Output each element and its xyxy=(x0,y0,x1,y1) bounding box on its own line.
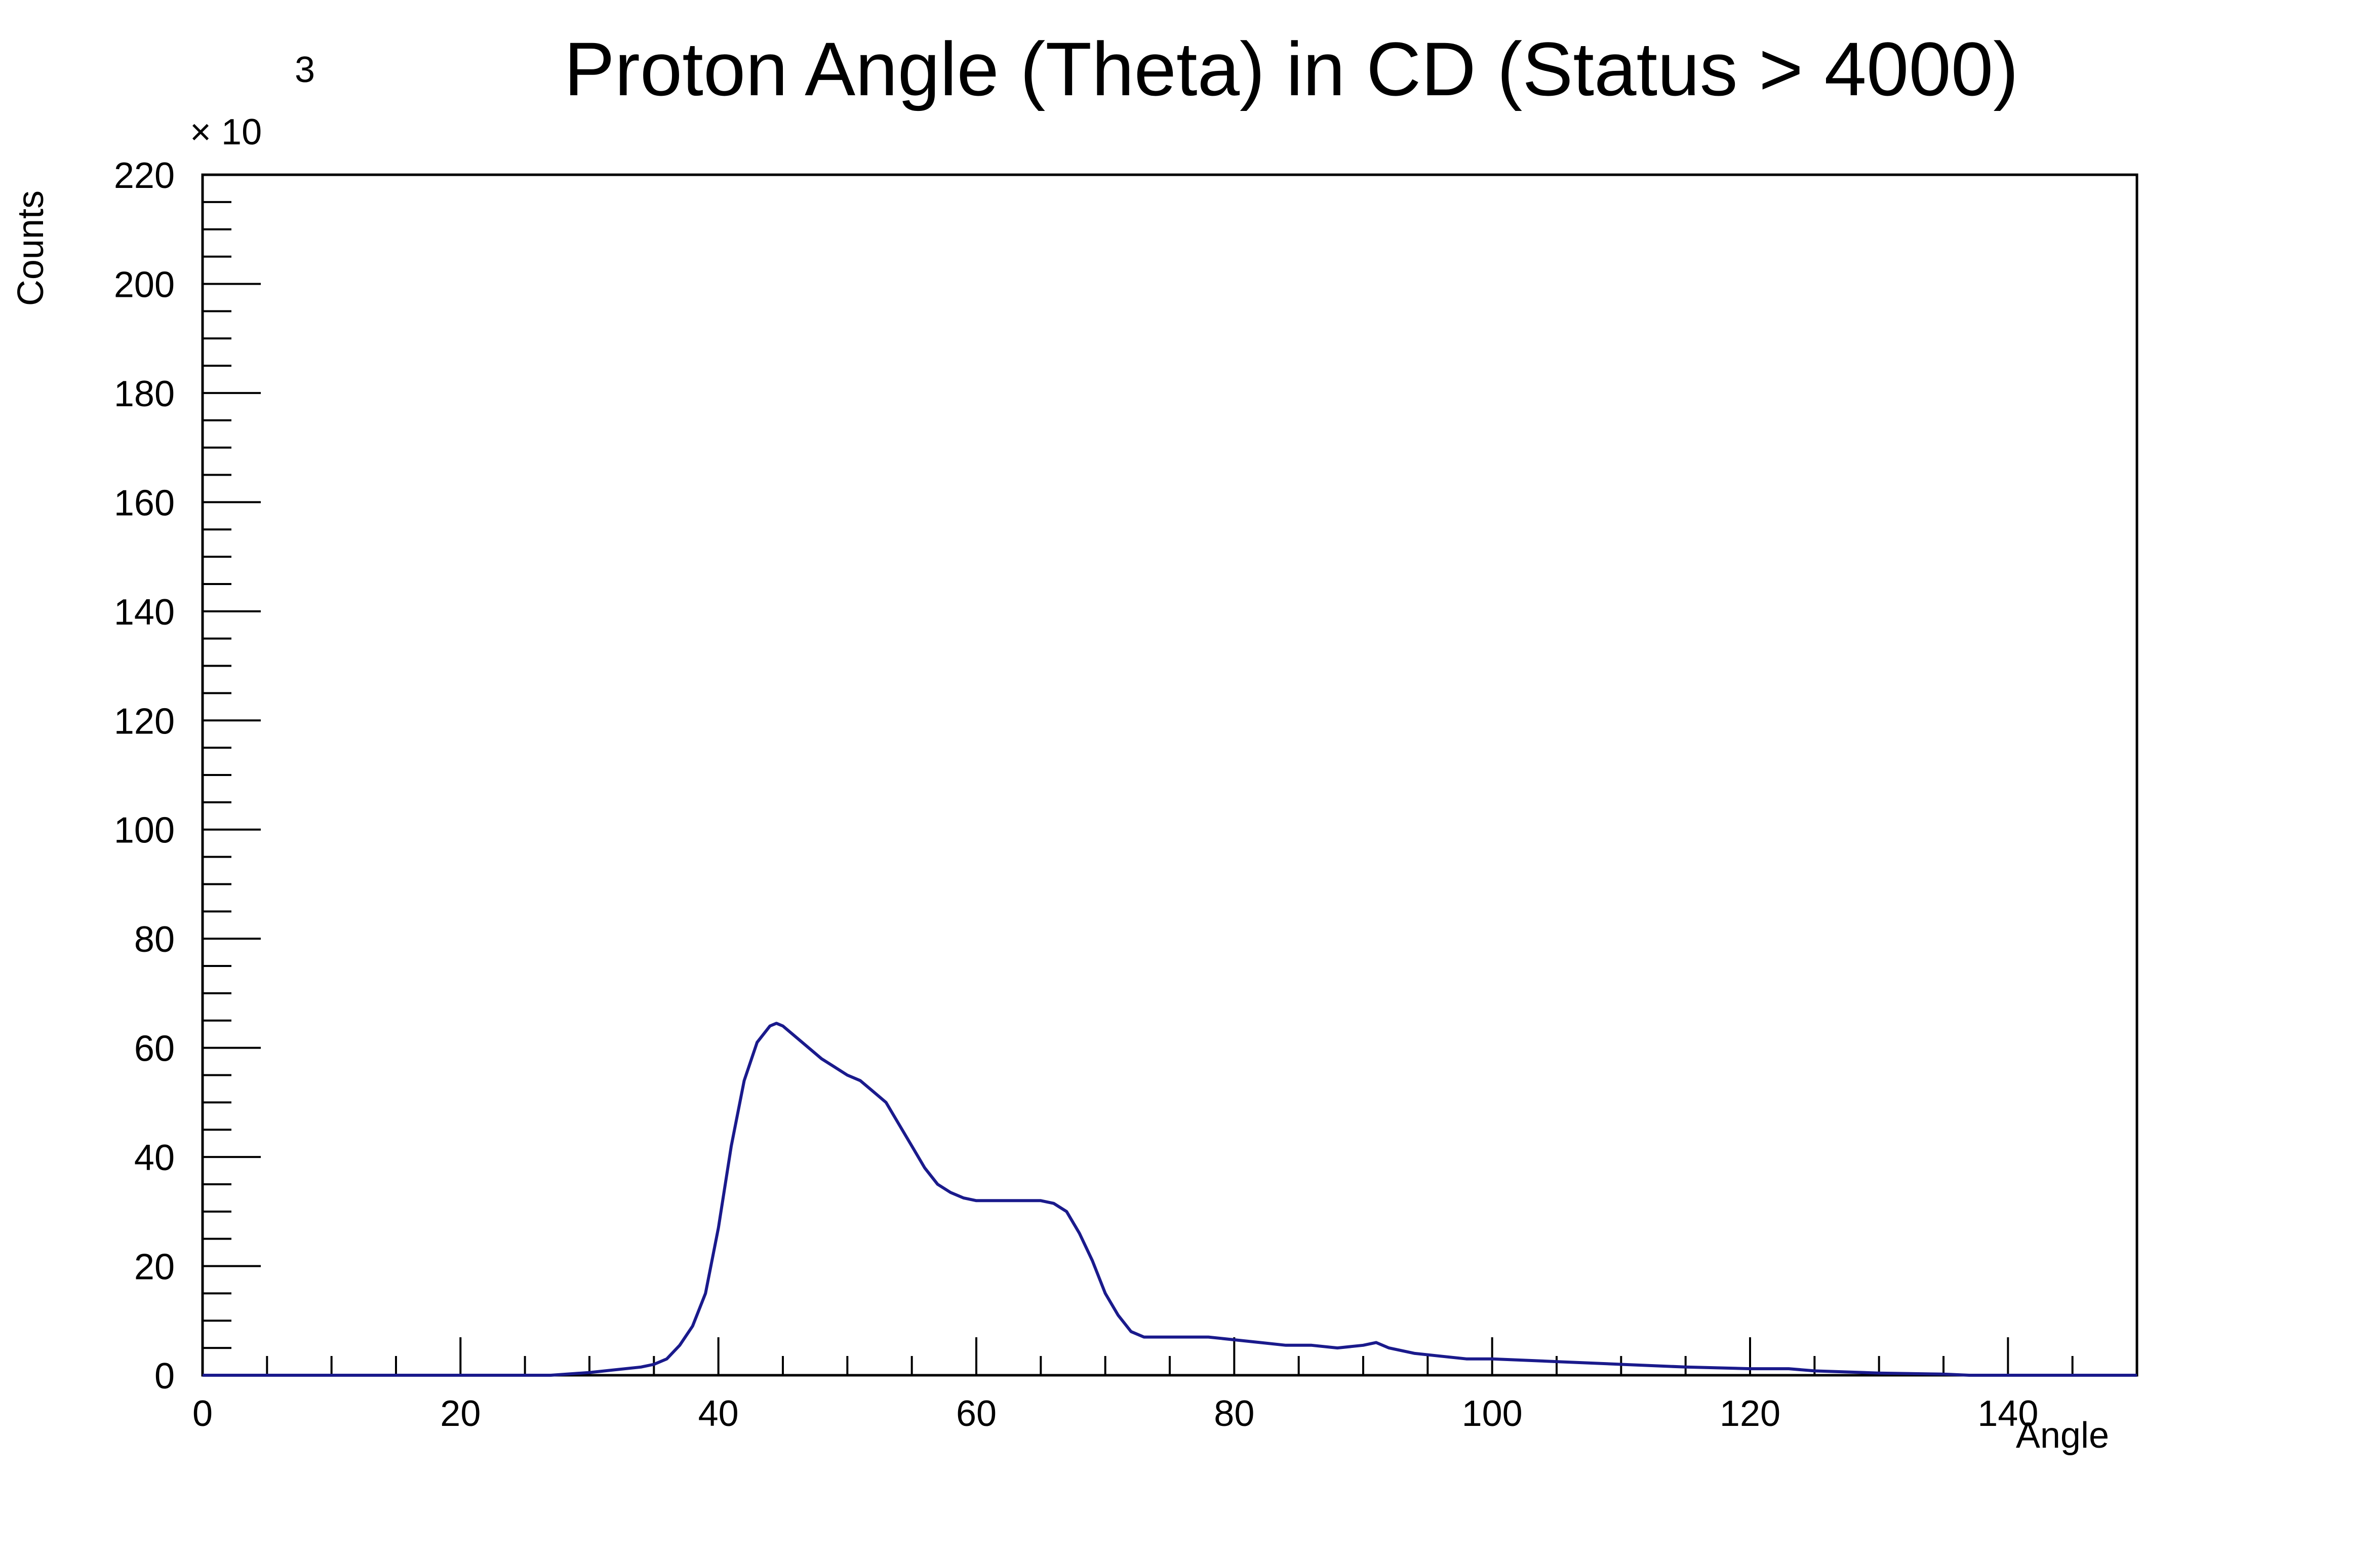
y-tick-label: 220 xyxy=(114,156,175,196)
x-tick-label: 120 xyxy=(1720,1393,1780,1434)
x-axis-label: Angle xyxy=(2016,1415,2109,1456)
y-multiplier-exponent: 3 xyxy=(295,50,315,90)
x-tick-label: 40 xyxy=(698,1393,739,1434)
x-tick-label: 0 xyxy=(192,1393,213,1434)
y-tick-label: 20 xyxy=(134,1247,175,1288)
y-axis-label: Counts xyxy=(11,190,51,306)
chart-title: Proton Angle (Theta) in CD (Status > 400… xyxy=(564,26,2018,111)
series-line xyxy=(203,1022,2137,1377)
y-tick-label: 60 xyxy=(134,1029,175,1069)
y-tick-label: 80 xyxy=(134,919,175,960)
y-tick-label: 160 xyxy=(114,483,175,523)
y-tick-label: 40 xyxy=(134,1138,175,1178)
y-tick-label: 100 xyxy=(114,810,175,851)
x-tick-label: 20 xyxy=(440,1393,481,1434)
y-tick-label: 180 xyxy=(114,374,175,414)
y-multiplier-label: × 10 xyxy=(190,112,262,152)
y-tick-label: 200 xyxy=(114,264,175,305)
y-tick-label: 0 xyxy=(154,1356,175,1397)
x-tick-label: 80 xyxy=(1214,1393,1254,1434)
plot-area: 0 20 40 60 80 100 120 140 0 20 40 60 80 100 120 140 160 1… xyxy=(114,156,2138,1434)
y-tick-label: 140 xyxy=(114,592,175,633)
x-tick-label: 140 xyxy=(1977,1393,2038,1434)
x-tick-label: 60 xyxy=(956,1393,997,1434)
y-tick-label: 120 xyxy=(114,701,175,742)
x-tick-label: 100 xyxy=(1462,1393,1523,1434)
